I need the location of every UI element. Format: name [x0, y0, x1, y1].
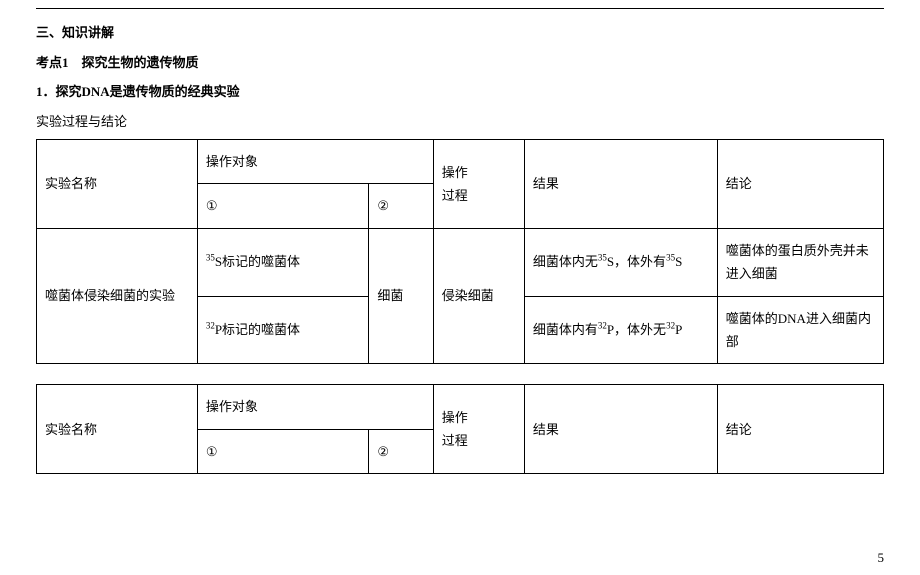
- hdr-op: 操作对象: [197, 140, 433, 184]
- hdr-proc-l2: 过程: [442, 433, 468, 448]
- op1-row2: 32P标记的噬菌体: [197, 296, 369, 364]
- conclusion-row1: 噬菌体的蛋白质外壳并未进入细菌: [717, 228, 883, 296]
- hdr-op2: ②: [369, 429, 433, 473]
- exp-name: 噬菌体侵染细菌的实验: [37, 228, 198, 364]
- hdr-conclusion: 结论: [717, 385, 883, 474]
- op2: 细菌: [369, 228, 433, 364]
- result-row2: 细菌体内有32P，体外无32P: [524, 296, 717, 364]
- sup-32p: 32: [206, 321, 215, 331]
- hdr-op1: ①: [197, 184, 369, 228]
- proc: 侵染细菌: [433, 228, 524, 364]
- page-number: 5: [878, 548, 885, 568]
- hdr-op: 操作对象: [197, 385, 433, 429]
- op1-row1: 35S标记的噬菌体: [197, 228, 369, 296]
- hdr-op1: ①: [197, 429, 369, 473]
- table-row: 实验名称 操作对象 操作 过程 结果 结论: [37, 140, 884, 184]
- lead-text: 实验过程与结论: [36, 112, 884, 132]
- conclusion-row2: 噬菌体的DNA进入细菌内部: [717, 296, 883, 364]
- table-row: 实验名称 操作对象 操作 过程 结果 结论: [37, 385, 884, 429]
- hdr-proc: 操作 过程: [433, 140, 524, 229]
- hdr-proc-l1: 操作: [442, 165, 468, 180]
- hdr-proc-l2: 过程: [442, 188, 468, 203]
- hdr-proc-l1: 操作: [442, 410, 468, 425]
- hdr-proc: 操作 过程: [433, 385, 524, 474]
- section-heading: 三、知识讲解: [36, 23, 884, 43]
- hdr-conclusion: 结论: [717, 140, 883, 229]
- hdr-op2: ②: [369, 184, 433, 228]
- hdr-result: 结果: [524, 385, 717, 474]
- result-row1: 细菌体内无35S，体外有35S: [524, 228, 717, 296]
- hdr-name: 实验名称: [37, 140, 198, 229]
- experiment-table-2: 实验名称 操作对象 操作 过程 结果 结论 ① ②: [36, 384, 884, 474]
- hdr-result: 结果: [524, 140, 717, 229]
- hdr-name: 实验名称: [37, 385, 198, 474]
- experiment-table-1: 实验名称 操作对象 操作 过程 结果 结论 ① ② 噬菌体侵染细菌的实验 35S…: [36, 139, 884, 364]
- table-row: 噬菌体侵染细菌的实验 35S标记的噬菌体 细菌 侵染细菌 细菌体内无35S，体外…: [37, 228, 884, 296]
- sup-35s: 35: [206, 253, 215, 263]
- item-heading: 1．探究DNA是遗传物质的经典实验: [36, 82, 884, 102]
- top-rule: [36, 8, 884, 9]
- topic-heading: 考点1 探究生物的遗传物质: [36, 53, 884, 73]
